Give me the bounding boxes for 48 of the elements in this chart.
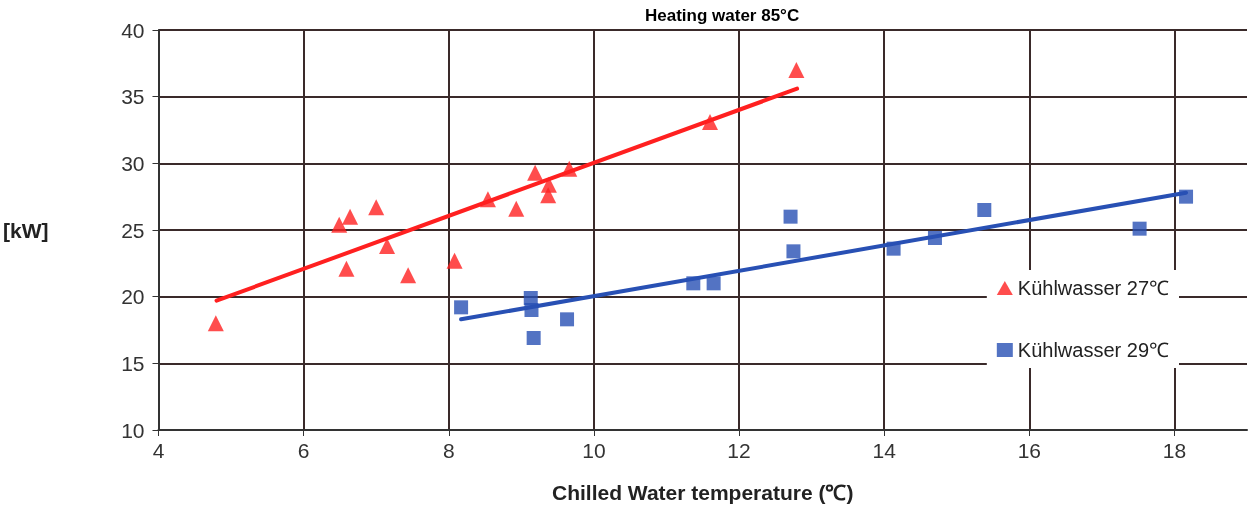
point <box>400 267 417 284</box>
x-axis-title: Chilled Water temperature (℃) <box>552 481 854 504</box>
x-tick-label: 18 <box>1162 439 1187 462</box>
y-tick-label: 35 <box>121 85 145 109</box>
point <box>524 303 539 317</box>
y-tick-label: 30 <box>121 151 145 175</box>
point <box>927 231 942 245</box>
point <box>977 203 992 217</box>
point <box>561 160 578 177</box>
x-tick-label: 12 <box>727 439 751 462</box>
x-tick-label: 14 <box>872 439 897 462</box>
y-tick-label: 10 <box>121 418 145 442</box>
point <box>207 315 224 332</box>
point <box>331 216 348 233</box>
point <box>526 331 541 345</box>
point <box>527 164 544 181</box>
point <box>342 208 359 225</box>
point <box>379 238 396 254</box>
chart-title: Heating water 85°C <box>645 6 800 25</box>
point <box>706 276 721 291</box>
x-tick-label: 6 <box>297 439 310 462</box>
point <box>783 209 798 224</box>
point <box>1179 189 1194 204</box>
point <box>686 276 701 291</box>
x-tick-label: 4 <box>152 439 165 462</box>
point <box>788 62 805 78</box>
point <box>1132 221 1147 236</box>
x-tick-label: 10 <box>582 439 606 462</box>
point <box>454 300 469 315</box>
point <box>540 187 557 204</box>
point <box>479 191 496 208</box>
y-tick-label: 40 <box>121 18 145 42</box>
y-axis-title: [kW] <box>2 218 49 242</box>
point <box>508 200 525 217</box>
legend-label: Kühlwasser 29℃ <box>1017 339 1170 361</box>
y-tick-label: 15 <box>121 351 145 375</box>
point <box>368 199 385 216</box>
point <box>886 241 901 256</box>
x-tick-label: 8 <box>442 439 455 462</box>
point <box>702 114 718 130</box>
point <box>338 260 355 277</box>
y-tick-label: 20 <box>121 285 145 309</box>
point <box>446 252 463 269</box>
legend-label: Kühlwasser 27℃ <box>1017 277 1170 299</box>
point <box>560 312 575 327</box>
y-tick-label: 25 <box>121 218 145 242</box>
x-tick-label: 16 <box>1017 439 1041 462</box>
point <box>786 244 801 259</box>
